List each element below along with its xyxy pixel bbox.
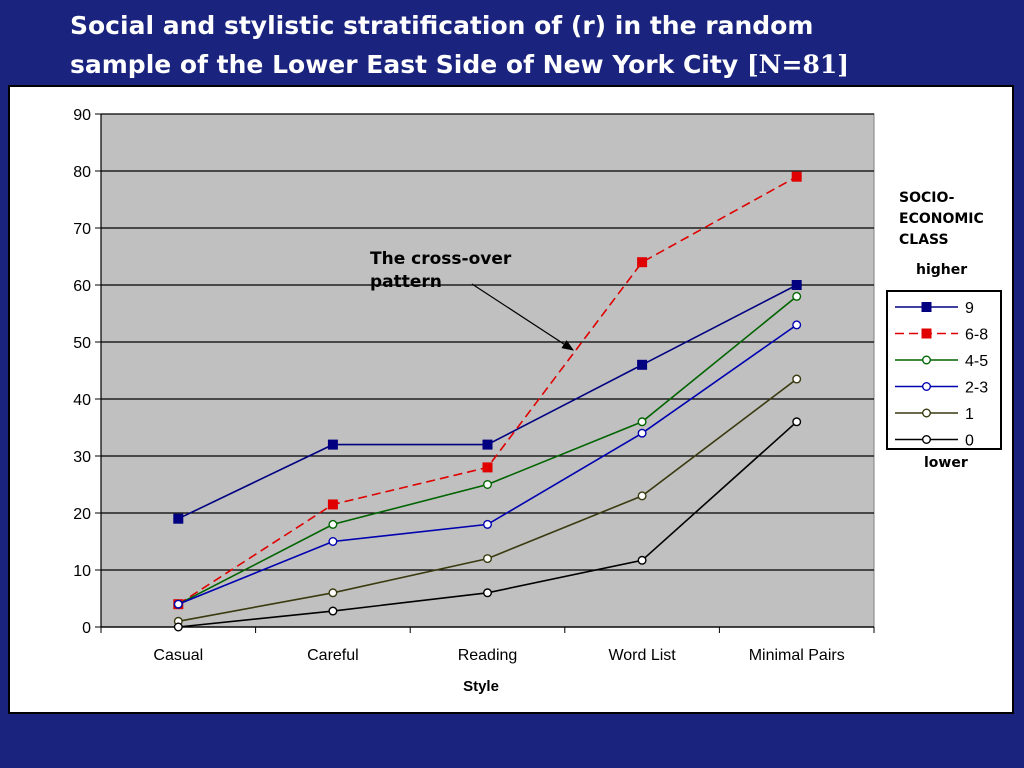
point-4-5-1 bbox=[328, 519, 338, 529]
title-line-2: sample of the Lower East Side of New Yor… bbox=[70, 50, 747, 79]
point-9-1 bbox=[327, 439, 338, 450]
point-4-5-2 bbox=[483, 480, 493, 490]
point-0-4 bbox=[792, 417, 802, 427]
point-4-5-3 bbox=[637, 417, 647, 427]
legend-box bbox=[886, 290, 1002, 450]
point-1-1 bbox=[328, 588, 338, 598]
annotation-arrow bbox=[471, 283, 575, 351]
legend-marker-0 bbox=[922, 435, 932, 445]
legend-label-4-5: 4-5 bbox=[965, 353, 988, 370]
y-tick-label-6: 60 bbox=[73, 278, 91, 295]
x-tick-label-4: Minimal Pairs bbox=[749, 647, 845, 664]
point-2-3-4 bbox=[792, 320, 802, 330]
legend-marker-6-8 bbox=[921, 328, 932, 339]
legend: SOCIO- ECONOMIC CLASS higher 9 6-8 4-5 2-3 1… bbox=[886, 190, 1002, 471]
legend-title-line-2: ECONOMIC bbox=[899, 211, 984, 227]
y-tick-label-8: 80 bbox=[73, 164, 91, 181]
point-9-4 bbox=[791, 280, 802, 290]
axes: 0 10 20 30 40 50 60 70 80 90 Casual Careful Reading W… bbox=[73, 107, 875, 664]
series-0 bbox=[173, 417, 802, 632]
x-tick-label-1: Careful bbox=[307, 647, 359, 664]
legend-entry-6-8: 6-8 bbox=[895, 327, 988, 344]
title-line-1: Social and stylistic stratification of (… bbox=[70, 11, 814, 40]
y-tick-label-3: 30 bbox=[73, 449, 91, 466]
legend-title-line-1: SOCIO- bbox=[899, 190, 955, 206]
legend-entry-0: 0 bbox=[895, 433, 974, 450]
legend-label-2-3: 2-3 bbox=[965, 380, 988, 397]
x-tick-label-3: Word List bbox=[608, 647, 676, 664]
legend-lower-label: lower bbox=[924, 455, 968, 471]
legend-label-6-8: 6-8 bbox=[965, 327, 988, 344]
legend-marker-2-3 bbox=[922, 382, 932, 392]
slide-title: Social and stylistic stratification of (… bbox=[70, 6, 970, 84]
point-9-0 bbox=[173, 513, 184, 524]
point-9-2 bbox=[482, 439, 493, 450]
legend-entry-2-3: 2-3 bbox=[895, 380, 988, 397]
title-sample-size: [N=81] bbox=[746, 50, 850, 79]
y-tick-label-5: 50 bbox=[73, 335, 91, 352]
point-0-3 bbox=[637, 555, 647, 565]
x-tick-label-2: Reading bbox=[458, 647, 518, 664]
point-6-8-4 bbox=[791, 171, 802, 182]
point-9-3 bbox=[637, 359, 648, 370]
y-tick-label-0: 0 bbox=[82, 620, 91, 637]
point-2-3-1 bbox=[328, 537, 338, 547]
point-0-2 bbox=[483, 588, 493, 598]
point-6-8-2 bbox=[482, 462, 493, 473]
legend-label-0: 0 bbox=[965, 433, 974, 450]
legend-higher-label: higher bbox=[916, 262, 967, 278]
point-4-5-4 bbox=[792, 291, 802, 301]
y-tick-label-1: 10 bbox=[73, 563, 91, 580]
point-2-3-2 bbox=[483, 519, 493, 529]
point-1-3 bbox=[637, 491, 647, 501]
legend-marker-1 bbox=[922, 408, 932, 418]
series-lines bbox=[173, 171, 802, 632]
x-tick-label-0: Casual bbox=[153, 647, 203, 664]
series-9 bbox=[173, 280, 802, 524]
legend-entry-4-5: 4-5 bbox=[895, 353, 988, 370]
legend-label-1: 1 bbox=[965, 406, 974, 423]
point-1-2 bbox=[483, 554, 493, 564]
y-tick-label-7: 70 bbox=[73, 221, 91, 238]
y-tick-label-9: 90 bbox=[73, 107, 91, 124]
legend-label-9: 9 bbox=[965, 300, 974, 317]
legend-entry-9: 9 bbox=[895, 300, 974, 317]
annotation: The cross-over pattern bbox=[370, 249, 575, 351]
y-tick-label-2: 20 bbox=[73, 506, 91, 523]
point-2-3-3 bbox=[637, 428, 647, 438]
point-1-4 bbox=[792, 374, 802, 384]
annotation-line-1: The cross-over bbox=[370, 249, 512, 269]
chart-panel: 0 10 20 30 40 50 60 70 80 90 Casual Careful Reading W… bbox=[8, 85, 1014, 714]
point-0-0 bbox=[173, 622, 183, 632]
annotation-line-2: pattern bbox=[370, 272, 442, 292]
legend-title-line-3: CLASS bbox=[899, 232, 949, 248]
point-6-8-1 bbox=[327, 499, 338, 510]
series-2-3 bbox=[173, 320, 802, 609]
point-6-8-3 bbox=[637, 257, 648, 268]
point-0-1 bbox=[328, 606, 338, 616]
legend-marker-4-5 bbox=[922, 355, 932, 365]
y-tick-label-4: 40 bbox=[73, 392, 91, 409]
legend-entry-1: 1 bbox=[895, 406, 974, 423]
x-axis-title: Style bbox=[463, 678, 499, 695]
legend-marker-9 bbox=[921, 302, 932, 312]
point-2-3-0 bbox=[173, 599, 183, 609]
legend-items: 9 6-8 4-5 2-3 1 0 bbox=[895, 300, 988, 450]
plot-area bbox=[100, 113, 875, 628]
